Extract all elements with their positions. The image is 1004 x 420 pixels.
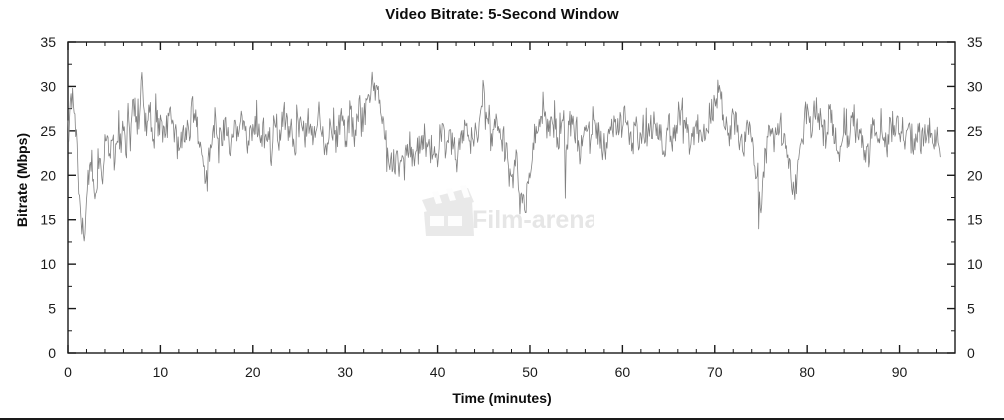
axis-tick-label: 0 xyxy=(967,345,975,361)
axis-tick-label: 20 xyxy=(967,167,983,183)
axis-tick-label: 70 xyxy=(707,364,723,380)
axis-tick-label: 30 xyxy=(40,78,56,94)
plot-frame xyxy=(67,41,956,354)
axis-tick-label: 25 xyxy=(967,123,983,139)
axis-tick-label: 5 xyxy=(967,301,975,317)
x-axis-label: Time (minutes) xyxy=(452,390,552,406)
axis-tick-label: 50 xyxy=(522,364,538,380)
axis-tick-label: 30 xyxy=(967,78,983,94)
y-axis-label: Bitrate (Mbps) xyxy=(14,132,30,228)
axis-tick-label: 35 xyxy=(967,34,983,50)
axis-tick-label: 20 xyxy=(245,364,261,380)
axis-tick-label: 40 xyxy=(430,364,446,380)
axis-tick-label: 60 xyxy=(615,364,631,380)
axis-tick-label: 0 xyxy=(64,364,72,380)
axis-tick-label: 0 xyxy=(48,345,56,361)
axis-tick-label: 10 xyxy=(967,256,983,272)
axis-tick-label: 10 xyxy=(40,256,56,272)
chart-title: Video Bitrate: 5-Second Window xyxy=(385,6,619,23)
axis-tick-label: 10 xyxy=(153,364,169,380)
axis-tick-label: 15 xyxy=(40,212,56,228)
data-line-video-bitrate xyxy=(67,71,941,242)
axis-tick-label: 35 xyxy=(40,34,56,50)
axis-tick-label: 20 xyxy=(40,167,56,183)
axis-tick-label: 5 xyxy=(48,301,56,317)
data-series-group xyxy=(67,71,941,242)
axis-tick-label: 90 xyxy=(892,364,908,380)
axis-tick-label: 25 xyxy=(40,123,56,139)
axis-tick-label: 80 xyxy=(799,364,815,380)
ticks-group xyxy=(67,41,956,354)
axes-group xyxy=(67,41,956,354)
axis-tick-label: 15 xyxy=(967,212,983,228)
axis-tick-label: 30 xyxy=(337,364,353,380)
